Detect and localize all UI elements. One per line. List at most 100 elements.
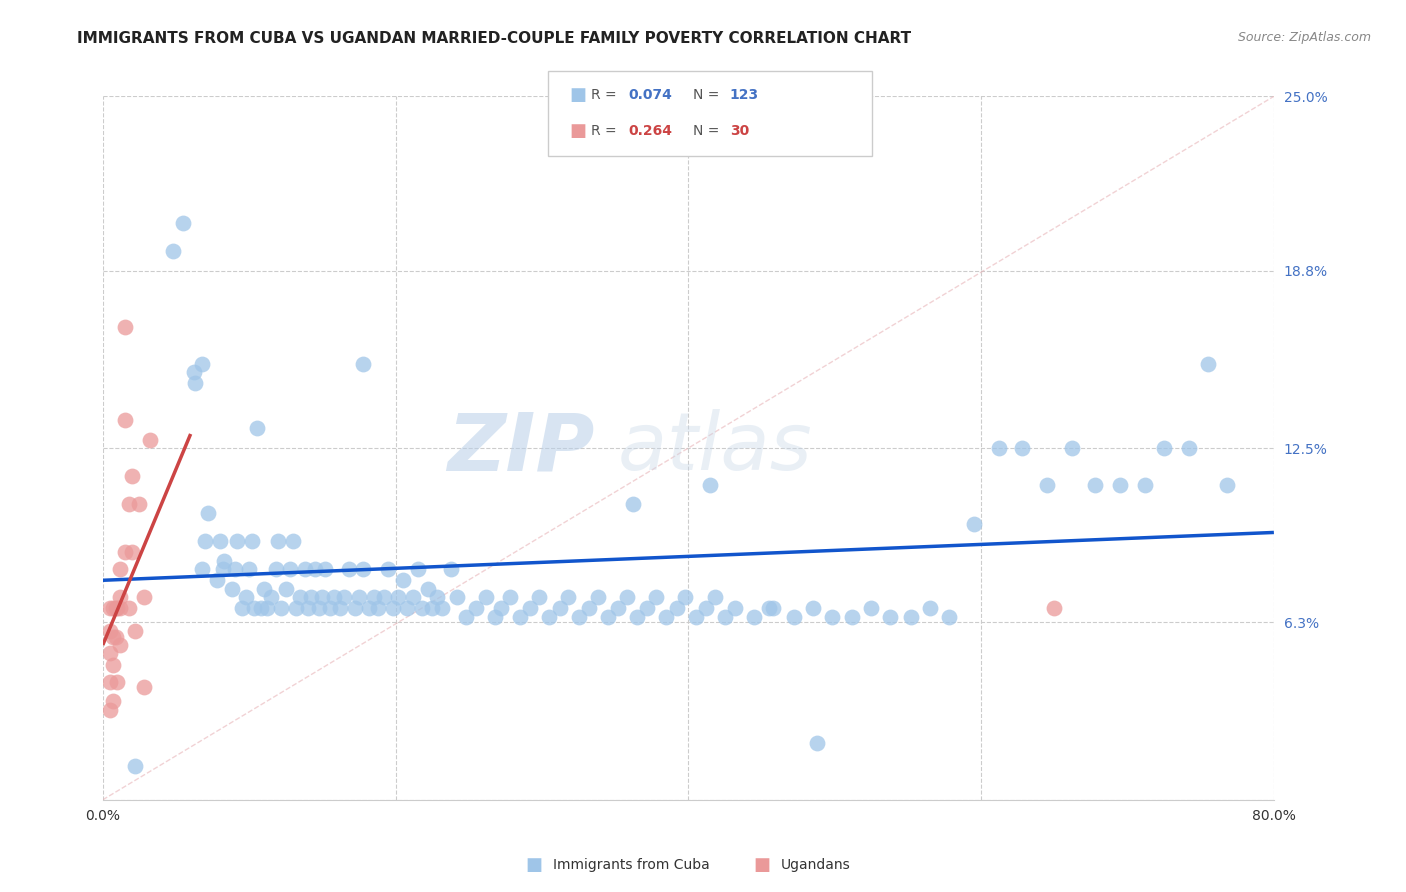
Point <box>801 601 824 615</box>
Text: 123: 123 <box>730 88 759 103</box>
Point <box>377 562 399 576</box>
Point <box>260 590 283 604</box>
Point <box>172 216 194 230</box>
Point <box>347 590 370 604</box>
Point <box>299 590 322 604</box>
Point <box>454 610 477 624</box>
Point <box>1036 477 1059 491</box>
Text: 0.264: 0.264 <box>628 124 672 138</box>
Point <box>1109 477 1132 491</box>
Point <box>938 610 960 624</box>
Point <box>274 582 297 596</box>
Text: Immigrants from Cuba: Immigrants from Cuba <box>553 858 709 872</box>
Text: N =: N = <box>693 124 724 138</box>
Point <box>98 703 121 717</box>
Point <box>226 533 249 548</box>
Point <box>425 590 447 604</box>
Point <box>762 601 785 615</box>
Point <box>162 244 184 258</box>
Point <box>121 545 143 559</box>
Point <box>304 562 326 576</box>
Point <box>314 562 336 576</box>
Point <box>392 574 415 588</box>
Point <box>695 601 717 615</box>
Point <box>110 590 132 604</box>
Point <box>104 630 127 644</box>
Point <box>879 610 901 624</box>
Point <box>402 590 425 604</box>
Point <box>311 590 333 604</box>
Point <box>406 562 429 576</box>
Text: R =: R = <box>591 88 620 103</box>
Point <box>586 590 609 604</box>
Point <box>440 562 463 576</box>
Point <box>205 574 228 588</box>
Point <box>308 601 330 615</box>
Point <box>900 610 922 624</box>
Point <box>987 441 1010 455</box>
Point <box>278 562 301 576</box>
Point <box>110 638 132 652</box>
Point <box>197 506 219 520</box>
Point <box>110 562 132 576</box>
Point <box>132 590 155 604</box>
Point <box>352 357 374 371</box>
Point <box>1011 441 1033 455</box>
Text: ZIP: ZIP <box>447 409 595 487</box>
Text: R =: R = <box>591 124 620 138</box>
Point <box>758 601 780 615</box>
Point <box>673 590 696 604</box>
Point <box>1178 441 1201 455</box>
Point <box>194 533 217 548</box>
Point <box>387 590 409 604</box>
Text: atlas: atlas <box>619 409 813 487</box>
Point <box>343 601 366 615</box>
Point <box>267 533 290 548</box>
Point <box>318 601 340 615</box>
Point <box>703 590 725 604</box>
Point <box>221 582 243 596</box>
Point <box>114 545 136 559</box>
Point <box>285 601 308 615</box>
Point <box>578 601 600 615</box>
Text: ■: ■ <box>569 122 586 140</box>
Point <box>685 610 707 624</box>
Point <box>104 601 127 615</box>
Point <box>557 590 579 604</box>
Point <box>235 590 257 604</box>
Point <box>567 610 589 624</box>
Point <box>432 601 454 615</box>
Point <box>918 601 941 615</box>
Point <box>107 674 129 689</box>
Point <box>101 657 124 672</box>
Point <box>821 610 844 624</box>
Text: 30: 30 <box>730 124 749 138</box>
Text: Ugandans: Ugandans <box>780 858 851 872</box>
Point <box>98 647 121 661</box>
Point <box>110 601 132 615</box>
Point <box>132 680 155 694</box>
Point <box>329 601 352 615</box>
Point <box>420 601 443 615</box>
Point <box>124 759 146 773</box>
Point <box>107 601 129 615</box>
Point <box>616 590 638 604</box>
Point <box>1084 477 1107 491</box>
Point <box>381 601 404 615</box>
Point <box>118 497 141 511</box>
Text: Source: ZipAtlas.com: Source: ZipAtlas.com <box>1237 31 1371 45</box>
Point <box>607 601 630 615</box>
Point <box>806 737 828 751</box>
Point <box>297 601 319 615</box>
Point <box>465 601 488 615</box>
Text: ■: ■ <box>526 856 543 874</box>
Point <box>224 562 246 576</box>
Point <box>323 590 346 604</box>
Point <box>527 590 550 604</box>
Text: 0.074: 0.074 <box>628 88 672 103</box>
Point <box>121 469 143 483</box>
Point <box>333 590 356 604</box>
Point <box>446 590 468 604</box>
Point <box>183 365 205 379</box>
Point <box>1216 477 1239 491</box>
